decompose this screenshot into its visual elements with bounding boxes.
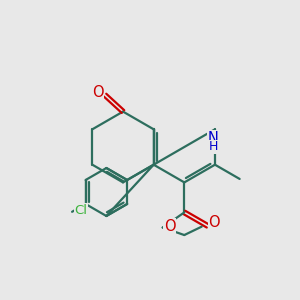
Text: Cl: Cl [75,204,88,217]
Text: O: O [164,219,176,234]
Text: N: N [208,131,219,146]
Text: O: O [92,85,103,100]
Text: H: H [209,140,218,153]
Text: O: O [208,215,220,230]
